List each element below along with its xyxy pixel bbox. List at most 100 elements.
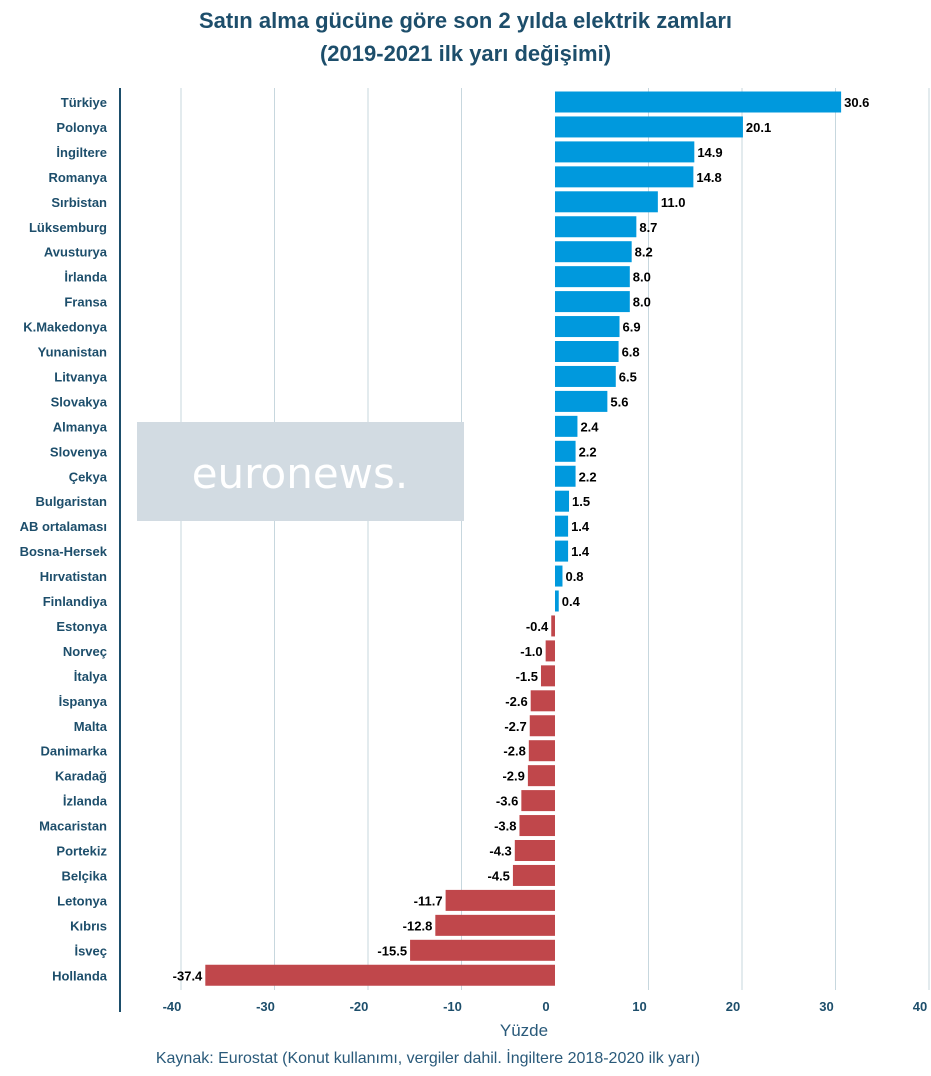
data-label: -3.8 (494, 819, 516, 834)
bar (555, 515, 569, 537)
data-label: 8.7 (639, 220, 657, 235)
bar (555, 440, 576, 462)
x-tick-label: 30 (819, 999, 833, 1014)
category-label: İtalya (74, 669, 108, 684)
source-note: Kaynak: Eurostat (Konut kullanımı, vergi… (155, 1050, 701, 1067)
category-label: Belçika (61, 868, 107, 883)
bar (514, 840, 555, 861)
data-label: 20.1 (746, 120, 771, 135)
data-label: 2.2 (579, 469, 597, 484)
category-label: Norveç (63, 644, 107, 659)
category-label: Estonya (56, 619, 107, 634)
chart-subtitle: (2019-2021 ilk yarı değişimi) (319, 41, 612, 66)
category-label: Kıbrıs (70, 918, 107, 933)
data-label: 1.4 (571, 544, 590, 559)
category-label: Danimarka (41, 744, 108, 759)
category-label: İspanya (59, 694, 108, 709)
bar (545, 640, 555, 662)
category-label: Finlandiya (43, 594, 108, 609)
bar (410, 939, 555, 961)
category-label: Çekya (69, 469, 108, 484)
data-label: -4.5 (488, 868, 510, 883)
bar (555, 465, 576, 487)
category-label: Portekiz (56, 844, 107, 859)
category-label: Karadağ (55, 769, 107, 784)
data-label: 6.9 (623, 320, 641, 335)
x-tick-label: 10 (632, 999, 646, 1014)
data-label: 0.8 (565, 569, 583, 584)
category-label: Slovakya (51, 394, 108, 409)
data-label: -4.3 (489, 844, 511, 859)
bar (555, 141, 695, 163)
category-label: Hırvatistan (40, 569, 107, 584)
data-label: 14.9 (697, 145, 722, 160)
bar (555, 191, 658, 213)
data-label: 8.0 (633, 295, 651, 310)
x-tick-label: 0 (542, 999, 549, 1014)
x-axis-title: Yüzde (500, 1021, 548, 1040)
x-tick-label: 20 (726, 999, 740, 1014)
bar (555, 291, 630, 313)
bar (555, 216, 637, 238)
data-label: 6.5 (619, 369, 637, 384)
data-label: 8.0 (633, 270, 651, 285)
data-label: -2.9 (502, 769, 524, 784)
bar (555, 266, 630, 288)
data-label: -1.0 (520, 644, 542, 659)
bar (555, 341, 619, 362)
category-label: Fransa (64, 295, 107, 310)
category-label: Polonya (56, 120, 107, 135)
bar (528, 740, 555, 762)
bar (521, 790, 555, 812)
category-label: Hollanda (52, 968, 108, 983)
data-label: 30.6 (844, 95, 869, 110)
category-label: İsveç (74, 943, 107, 958)
data-label: 2.2 (579, 444, 597, 459)
category-label: Malta (74, 719, 108, 734)
data-label: -15.5 (377, 943, 407, 958)
data-label: 14.8 (696, 170, 721, 185)
data-label: -2.6 (505, 694, 527, 709)
euronews-watermark: euronews. (137, 422, 464, 521)
bar (555, 116, 743, 138)
category-label: Bosna-Hersek (20, 544, 108, 559)
category-label: Letonya (57, 893, 108, 908)
bar (555, 565, 563, 587)
category-label: Sırbistan (51, 195, 107, 210)
bar (555, 316, 620, 338)
category-label: Avusturya (44, 245, 108, 260)
category-label: Bulgaristan (35, 494, 107, 509)
category-label: İngiltere (56, 145, 107, 160)
data-label: -37.4 (173, 968, 203, 983)
bar (435, 914, 555, 936)
bar (555, 590, 559, 612)
data-label: -2.7 (504, 719, 526, 734)
bar (519, 815, 555, 837)
x-tick-label: -20 (350, 999, 369, 1014)
category-label: Macaristan (39, 819, 107, 834)
data-label: 2.4 (580, 419, 599, 434)
data-label: -2.8 (503, 744, 525, 759)
bar (555, 241, 632, 263)
bar (555, 490, 570, 512)
category-label: Almanya (53, 419, 108, 434)
x-tick-label: -40 (163, 999, 182, 1014)
bar (555, 365, 616, 387)
bar (205, 964, 555, 986)
category-label: K.Makedonya (23, 320, 108, 335)
bar (555, 91, 842, 113)
data-label: -0.4 (526, 619, 549, 634)
data-label: 8.2 (635, 245, 653, 260)
bar (555, 166, 694, 188)
category-label: İrlanda (64, 270, 107, 285)
data-label: 0.4 (562, 594, 581, 609)
x-tick-label: 40 (913, 999, 927, 1014)
data-label: 1.5 (572, 494, 590, 509)
data-label: -12.8 (403, 918, 433, 933)
category-label: Romanya (48, 170, 107, 185)
bar (527, 765, 555, 787)
category-label: Yunanistan (38, 345, 107, 360)
data-label: 1.4 (571, 519, 590, 534)
bar (540, 665, 555, 687)
data-label: -1.5 (516, 669, 538, 684)
